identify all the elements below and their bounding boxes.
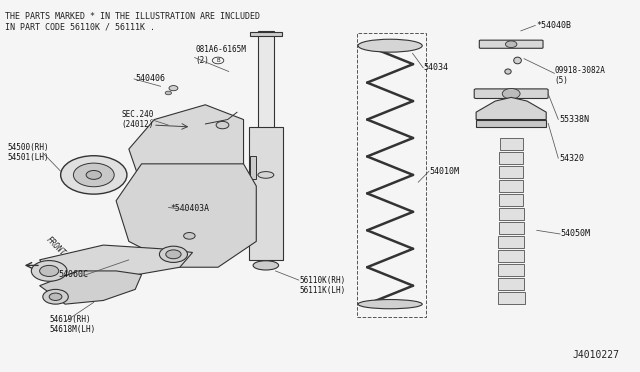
FancyBboxPatch shape (499, 152, 523, 164)
Text: 54060C: 54060C (59, 270, 89, 279)
Circle shape (31, 260, 67, 281)
FancyBboxPatch shape (500, 138, 523, 150)
FancyBboxPatch shape (248, 127, 283, 260)
Circle shape (184, 232, 195, 239)
Polygon shape (116, 164, 256, 267)
Text: 55338N: 55338N (559, 115, 589, 124)
Ellipse shape (358, 299, 422, 309)
Text: *540403A: *540403A (170, 203, 209, 213)
FancyBboxPatch shape (479, 40, 543, 48)
Circle shape (86, 170, 101, 179)
Text: *54040B: *54040B (537, 21, 572, 30)
Circle shape (169, 86, 178, 91)
Circle shape (40, 265, 59, 276)
Ellipse shape (505, 69, 511, 74)
Text: B: B (216, 58, 220, 63)
Ellipse shape (358, 39, 422, 52)
Circle shape (61, 156, 127, 194)
Polygon shape (40, 245, 193, 286)
Text: SEC.240
(24012): SEC.240 (24012) (121, 110, 154, 129)
Circle shape (216, 121, 229, 129)
Text: 56110K(RH)
56111K(LH): 56110K(RH) 56111K(LH) (300, 276, 346, 295)
Text: 09918-3082A
(5): 09918-3082A (5) (554, 65, 605, 85)
Circle shape (159, 246, 188, 262)
Polygon shape (476, 97, 546, 119)
Text: THE PARTS MARKED * IN THE ILLUSTRATION ARE INCLUDED
IN PART CODE 56110K / 56111K: THE PARTS MARKED * IN THE ILLUSTRATION A… (4, 13, 260, 32)
FancyBboxPatch shape (498, 278, 524, 290)
Ellipse shape (258, 171, 274, 178)
Circle shape (166, 250, 181, 259)
Text: 54034: 54034 (424, 63, 449, 72)
Polygon shape (40, 271, 141, 304)
FancyBboxPatch shape (250, 157, 256, 179)
FancyBboxPatch shape (499, 236, 524, 248)
Ellipse shape (253, 261, 278, 270)
Polygon shape (129, 105, 244, 186)
Ellipse shape (514, 57, 522, 64)
FancyBboxPatch shape (474, 89, 548, 99)
FancyBboxPatch shape (499, 180, 524, 192)
Text: 54050M: 54050M (561, 230, 591, 238)
Circle shape (49, 293, 62, 301)
Text: 54010M: 54010M (429, 167, 460, 176)
FancyBboxPatch shape (498, 292, 525, 304)
Circle shape (43, 289, 68, 304)
Circle shape (506, 41, 517, 48)
FancyBboxPatch shape (499, 208, 524, 220)
Polygon shape (476, 119, 546, 127)
FancyBboxPatch shape (499, 222, 524, 234)
Text: 540406: 540406 (135, 74, 165, 83)
Circle shape (502, 89, 520, 99)
Circle shape (165, 91, 172, 95)
FancyBboxPatch shape (498, 264, 524, 276)
FancyBboxPatch shape (499, 194, 524, 206)
Text: 081A6-6165M
(2): 081A6-6165M (2) (196, 45, 246, 65)
FancyBboxPatch shape (499, 166, 523, 178)
Text: FRONT: FRONT (45, 235, 67, 258)
Text: J4010227: J4010227 (573, 350, 620, 359)
Circle shape (74, 163, 114, 187)
FancyBboxPatch shape (250, 32, 282, 36)
Text: 54500(RH)
54501(LH): 54500(RH) 54501(LH) (8, 143, 49, 163)
Text: 54619(RH)
54618M(LH): 54619(RH) 54618M(LH) (49, 315, 95, 334)
Text: 54320: 54320 (559, 154, 584, 163)
FancyBboxPatch shape (257, 31, 274, 142)
FancyBboxPatch shape (499, 250, 524, 262)
